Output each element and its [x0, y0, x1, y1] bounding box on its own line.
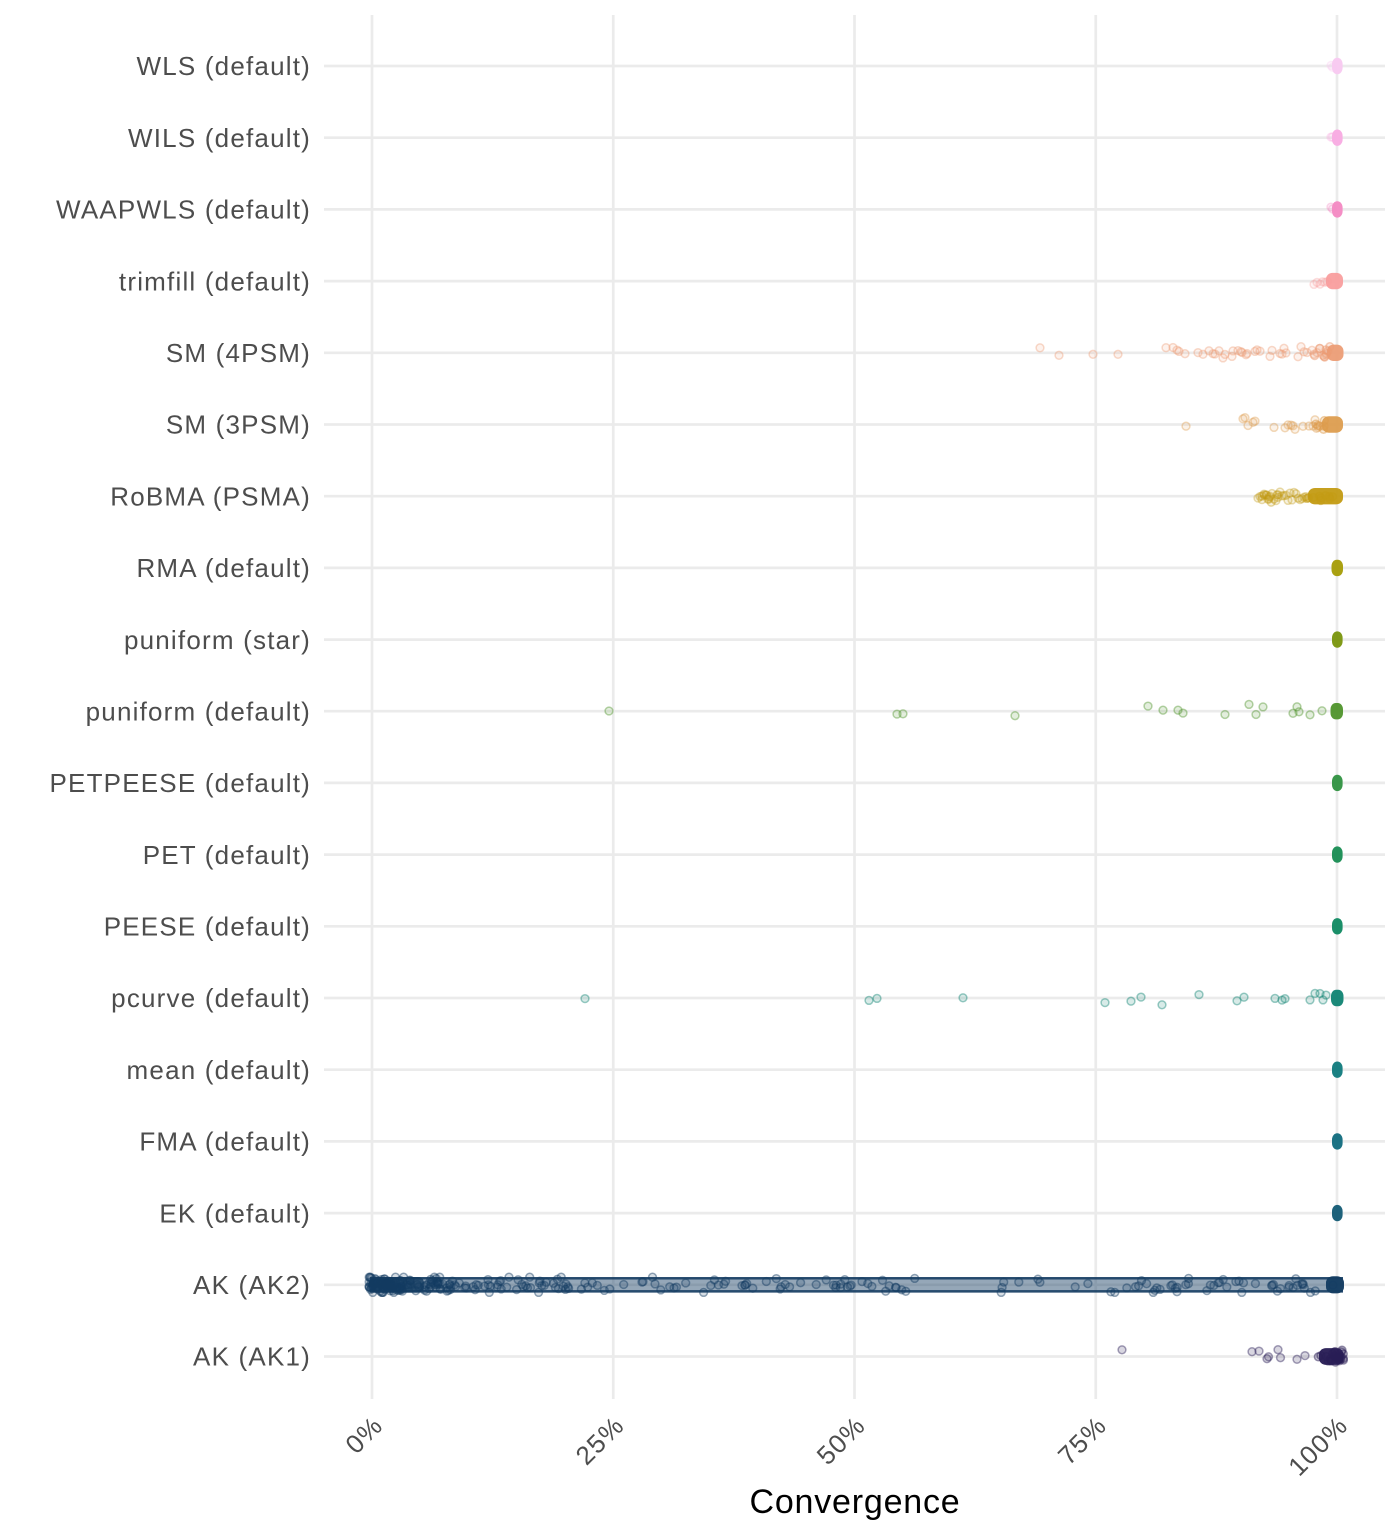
svg-text:PETPEESE (default): PETPEESE (default) [50, 768, 311, 798]
svg-text:WLS (default): WLS (default) [136, 51, 311, 81]
svg-text:puniform (star): puniform (star) [124, 625, 311, 655]
svg-text:RoBMA (PSMA): RoBMA (PSMA) [110, 481, 311, 511]
svg-text:puniform (default): puniform (default) [86, 696, 311, 726]
svg-text:AK (AK1): AK (AK1) [193, 1342, 311, 1372]
svg-text:trimfill (default): trimfill (default) [119, 266, 311, 296]
svg-text:mean (default): mean (default) [127, 1055, 311, 1085]
svg-text:WAAPWLS (default): WAAPWLS (default) [56, 195, 311, 225]
svg-text:Convergence: Convergence [749, 1483, 960, 1521]
svg-text:SM (3PSM): SM (3PSM) [166, 410, 311, 440]
svg-text:SM (4PSM): SM (4PSM) [166, 338, 311, 368]
svg-text:PEESE (default): PEESE (default) [104, 912, 311, 942]
svg-text:EK (default): EK (default) [159, 1198, 311, 1228]
svg-text:PET (default): PET (default) [143, 840, 311, 870]
svg-text:FMA (default): FMA (default) [139, 1127, 311, 1157]
svg-text:RMA (default): RMA (default) [136, 553, 311, 583]
svg-text:pcurve (default): pcurve (default) [111, 983, 311, 1013]
svg-text:AK (AK2): AK (AK2) [193, 1270, 311, 1300]
svg-text:WILS (default): WILS (default) [128, 123, 311, 153]
